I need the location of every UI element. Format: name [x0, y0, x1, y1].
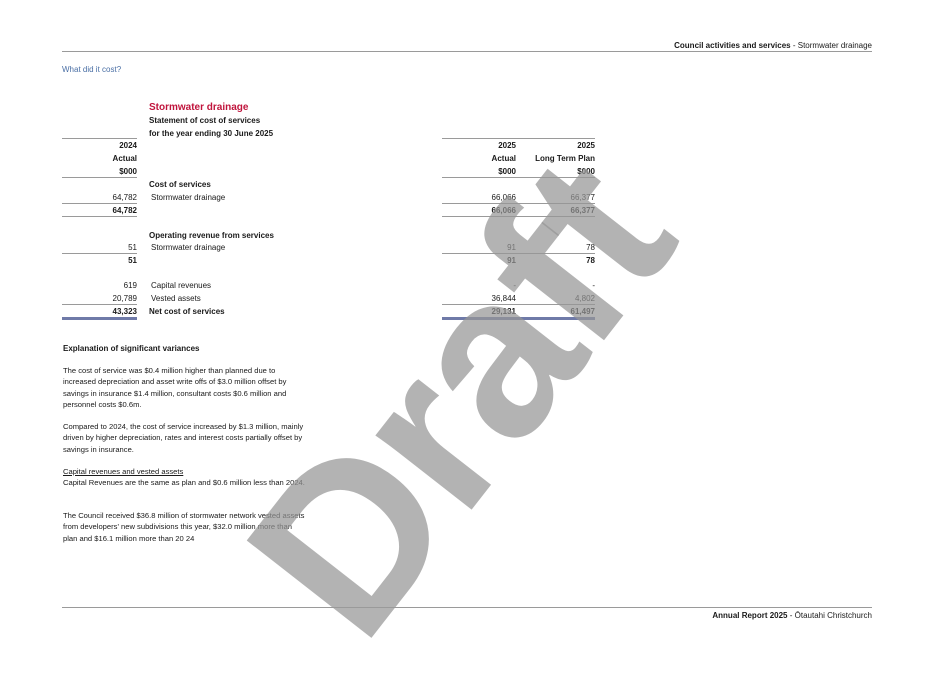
cost-row-actual: 66,066: [491, 193, 516, 202]
cost-row-label: Stormwater drainage: [151, 193, 226, 202]
revenue-heading: Operating revenue from services: [149, 231, 274, 240]
cost-total-rule-prior: [62, 216, 137, 217]
header-separator: -: [790, 41, 798, 50]
revenue-row-prior: 51: [128, 243, 137, 252]
header-subsection: Stormwater drainage: [797, 41, 872, 50]
net-double-rule-current: [442, 317, 595, 320]
net-row-label: Net cost of services: [149, 307, 225, 316]
variance-paragraph-2: Compared to 2024, the cost of service in…: [63, 422, 304, 454]
cost-row-prior: 64,782: [112, 193, 137, 202]
revenue-total-prior: 51: [128, 256, 137, 265]
variance-paragraph-1: The cost of service was $0.4 million hig…: [63, 366, 287, 410]
footer-city: Ōtautahi Christchurch: [794, 611, 872, 620]
capital-row-prior: 619: [123, 281, 137, 290]
revenue-rule-prior: [62, 253, 137, 254]
col-actual-label: Actual: [491, 154, 516, 163]
cost-prior-rule: [62, 177, 137, 178]
cost-heading: Cost of services: [149, 180, 211, 189]
vested-row-plan: 4,802: [574, 294, 595, 303]
statement-period: for the year ending 30 June 2025: [149, 129, 274, 138]
statement-subtitle: Statement of cost of services: [149, 116, 261, 125]
cost-total-rule-current: [442, 216, 595, 217]
cost-row-plan: 66,377: [570, 193, 595, 202]
vested-row-prior: 20,789: [112, 294, 137, 303]
footer-separator: -: [787, 611, 795, 620]
revenue-rule-current: [442, 253, 595, 254]
capital-row-label: Capital revenues: [151, 281, 212, 290]
col-prior-year: 2024: [119, 141, 137, 150]
cost-subtotal-rule-current: [442, 203, 595, 204]
col-plan-year: 2025: [577, 141, 595, 150]
col-current-top-rule: [442, 138, 595, 139]
capital-row-plan: -: [592, 281, 595, 290]
vested-row-actual: 36,844: [491, 294, 516, 303]
net-row-plan: 61,497: [570, 307, 595, 316]
revenue-total-plan: 78: [586, 256, 595, 265]
cost-total-plan: 66,377: [570, 206, 595, 215]
section-heading-what-did-it-cost: What did it cost?: [62, 65, 122, 74]
col-prior-top-rule: [62, 138, 137, 139]
cost-total-prior: 64,782: [112, 206, 137, 215]
footer-rule: [62, 607, 872, 608]
cost-total-actual: 66,066: [491, 206, 516, 215]
col-prior-label: Actual: [112, 154, 137, 163]
net-row-actual: 29,131: [491, 307, 516, 316]
capital-row-actual: -: [513, 281, 516, 290]
variance-paragraph-3-heading: Capital revenues and vested assets: [63, 466, 308, 477]
variance-paragraph-3: Capital Revenues are the same as plan an…: [63, 478, 305, 487]
col-prior-unit: $000: [119, 167, 137, 176]
page-header: Council activities and services - Stormw…: [674, 41, 872, 50]
vested-rule-current: [442, 304, 595, 305]
col-plan-label: Long Term Plan: [535, 154, 595, 163]
cost-subtotal-rule-prior: [62, 203, 137, 204]
variance-paragraph-4: The Council received $36.8 million of st…: [63, 511, 305, 543]
statement-title: Stormwater drainage: [149, 102, 249, 113]
net-double-rule-prior: [62, 317, 137, 320]
revenue-total-actual: 91: [507, 256, 516, 265]
vested-row-label: Vested assets: [151, 294, 201, 303]
revenue-row-label: Stormwater drainage: [151, 243, 226, 252]
footer-report: Annual Report 2025: [712, 611, 788, 620]
cost-current-rule: [442, 177, 595, 178]
variances-heading: Explanation of significant variances: [63, 344, 200, 353]
col-actual-unit: $000: [498, 167, 516, 176]
vested-rule-prior: [62, 304, 137, 305]
revenue-row-plan: 78: [586, 243, 595, 252]
header-rule: [62, 51, 872, 52]
page-footer: Annual Report 2025 - Ōtautahi Christchur…: [712, 611, 872, 620]
col-actual-year: 2025: [498, 141, 516, 150]
capital-vested-subheading: Capital revenues and vested assets: [63, 467, 184, 476]
revenue-row-actual: 91: [507, 243, 516, 252]
col-plan-unit: $000: [577, 167, 595, 176]
header-section: Council activities and services: [674, 41, 791, 50]
net-row-prior: 43,323: [112, 307, 137, 316]
